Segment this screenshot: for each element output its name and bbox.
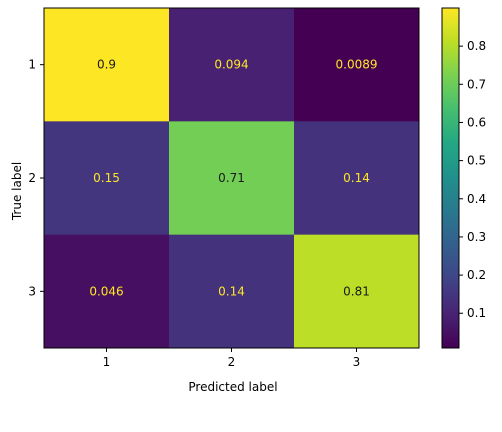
colorbar-tick-label: 0.3 xyxy=(467,230,486,244)
heatmap-cell xyxy=(294,121,420,236)
colorbar-tick-label: 0.6 xyxy=(467,115,486,129)
cell-value-label: 0.71 xyxy=(218,171,245,185)
colorbar-tick-label: 0.7 xyxy=(467,77,486,91)
heatmap-cell xyxy=(44,121,170,236)
x-axis-ticks: 1 2 3 xyxy=(103,348,361,369)
colorbar-tick-label: 0.4 xyxy=(467,192,486,206)
heatmap-cells xyxy=(44,8,420,349)
y-tick-label: 2 xyxy=(28,171,36,185)
x-tick-label: 2 xyxy=(228,355,236,369)
cell-value-label: 0.9 xyxy=(97,58,116,72)
cell-value-label: 0.094 xyxy=(214,58,248,72)
heatmap-cell xyxy=(294,234,420,349)
cell-value-label: 0.0089 xyxy=(336,58,378,72)
colorbar-tick-label: 0.2 xyxy=(467,268,486,282)
heatmap-cell xyxy=(44,8,170,122)
x-axis-label: Predicted label xyxy=(188,380,277,394)
colorbar xyxy=(441,7,460,349)
heatmap-cell xyxy=(294,8,420,122)
cell-value-label: 0.14 xyxy=(343,171,370,185)
cell-value-label: 0.046 xyxy=(89,284,123,298)
x-tick-label: 1 xyxy=(103,355,111,369)
colorbar-tick-label: 0.8 xyxy=(467,39,486,53)
x-tick-label: 3 xyxy=(353,355,361,369)
colorbar-ticks: 0.1 0.2 0.3 0.4 0.5 0.6 0.7 0.8 xyxy=(459,39,486,320)
heatmap-cell xyxy=(169,8,295,122)
heatmap-cell xyxy=(169,234,295,349)
cell-value-label: 0.15 xyxy=(93,171,120,185)
y-tick-label: 3 xyxy=(28,284,36,298)
colorbar-tick-label: 0.5 xyxy=(467,154,486,168)
y-axis-label: True label xyxy=(10,162,24,221)
cell-value-label: 0.81 xyxy=(343,284,370,298)
heatmap-cell xyxy=(44,234,170,349)
heatmap-cell xyxy=(169,121,295,236)
colorbar-tick-label: 0.1 xyxy=(467,306,486,320)
y-axis-ticks: 1 2 3 xyxy=(28,58,44,298)
y-tick-label: 1 xyxy=(28,58,36,72)
cell-value-label: 0.14 xyxy=(218,284,245,298)
heatmap-cell-labels: 0.9 0.094 0.0089 0.15 0.71 0.14 0.046 0.14 0.81 xyxy=(89,58,377,299)
